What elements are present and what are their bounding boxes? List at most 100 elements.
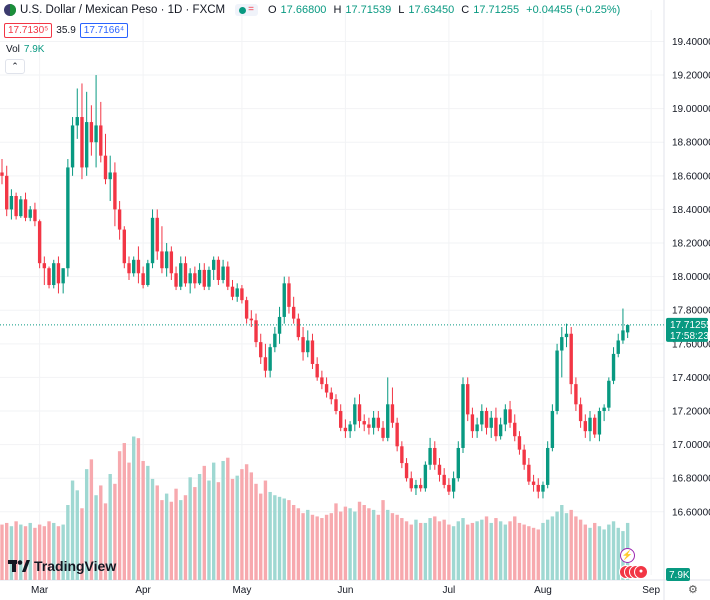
volume-bar (324, 514, 329, 580)
candle-body (188, 273, 192, 284)
candle (122, 226, 127, 269)
volume-bar (522, 524, 526, 580)
volume-bar (14, 521, 18, 580)
candle-body (75, 117, 79, 126)
candle (306, 330, 310, 358)
candle (61, 268, 65, 294)
volume-bar (9, 526, 14, 580)
volume-bar (160, 500, 164, 580)
lightning-icon[interactable]: ⚡ (620, 548, 635, 563)
candle (531, 474, 536, 492)
candle (498, 417, 503, 440)
candle-body (84, 122, 89, 168)
candle (268, 343, 272, 378)
candle (451, 471, 456, 499)
candle-body (484, 411, 489, 428)
ohlc-close-label: C (461, 4, 470, 16)
symbol-title[interactable]: U.S. Dollar / Mexican Peso · 1D · FXCM (20, 4, 226, 16)
candle-body (132, 259, 136, 274)
volume-bar (132, 436, 136, 580)
candle (602, 404, 606, 422)
candle-body (404, 463, 409, 479)
price-tag-countdown: 17:58:23 (670, 331, 709, 342)
candle-body (141, 273, 145, 286)
candle-body (273, 333, 277, 348)
volume-bar (503, 524, 508, 580)
candle (564, 323, 569, 348)
candle (117, 201, 122, 240)
trade-panel: 17.7130⁵ 35.9 17.7166⁴ (4, 23, 129, 38)
price-axis[interactable]: 19.40000 19.20000 19.00000 18.80000 18.60000… (672, 37, 710, 518)
y-tick-label: 18.00000 (672, 272, 710, 283)
y-tick-label: 17.20000 (672, 407, 710, 418)
candle-body (183, 263, 188, 284)
volume-legend[interactable]: Vol 7.9K (6, 44, 44, 55)
candle (484, 407, 489, 435)
y-tick-label: 18.40000 (672, 205, 710, 216)
candle-body (23, 199, 28, 218)
candle-body (625, 324, 630, 333)
candle-body (494, 417, 498, 437)
ohlc-open-value: 17.66800 (280, 4, 327, 16)
volume-bar (315, 516, 319, 580)
sell-button[interactable]: 17.7130⁵ (4, 23, 53, 38)
volume-bar (334, 503, 338, 580)
candle-body (287, 283, 291, 307)
candle-body (244, 300, 249, 319)
volume-bar (122, 443, 127, 580)
volume-bar (484, 516, 489, 580)
volume-bar (226, 457, 230, 580)
candle (160, 226, 164, 274)
candle (33, 202, 37, 227)
candle (611, 347, 616, 385)
x-tick-label: Sep (642, 585, 660, 596)
volume-bar (475, 521, 479, 580)
settings-icon[interactable]: ⚙ (688, 584, 698, 596)
candle (179, 256, 183, 291)
candle (569, 327, 573, 395)
candle-body (9, 195, 14, 210)
volume-bar (390, 513, 395, 580)
ohlc-low-value: 17.63450 (408, 4, 455, 16)
volume-bar (578, 519, 583, 580)
volume-bar (611, 521, 616, 580)
candle-body (461, 384, 465, 448)
candle (466, 377, 470, 422)
y-tick-label: 16.60000 (672, 507, 710, 518)
candle-body (329, 392, 333, 400)
time-axis[interactable]: MarAprMayJunJulAugSepOct (31, 585, 710, 596)
volume-bar (607, 524, 611, 580)
volume-bar (202, 465, 206, 580)
buy-button[interactable]: 17.7166⁴ (79, 23, 129, 38)
candle-body (423, 464, 428, 489)
candle (517, 431, 522, 455)
candle (414, 479, 418, 496)
candle (259, 333, 263, 364)
candle-body (207, 269, 211, 287)
candle (136, 246, 141, 284)
volume-bar (80, 508, 84, 580)
candle-body (174, 273, 178, 287)
candle (174, 266, 178, 291)
economic-events[interactable]: ● ● ● ● (619, 565, 648, 579)
tradingview-logo[interactable]: TradingView (8, 558, 116, 574)
candle (593, 414, 597, 438)
candle-body (527, 464, 531, 482)
candle-body (466, 384, 470, 415)
candle-body (522, 449, 526, 465)
candle (28, 206, 32, 222)
x-tick-label: May (232, 585, 251, 596)
candle (207, 266, 211, 291)
market-status[interactable]: = (235, 4, 258, 16)
volume-bar (588, 527, 592, 580)
y-tick-label: 17.00000 (672, 440, 710, 451)
candle (616, 333, 620, 358)
candle-body (541, 484, 545, 492)
candle (273, 327, 277, 353)
candle-body (94, 125, 98, 143)
volume-bar (498, 521, 503, 580)
y-tick-label: 19.00000 (672, 104, 710, 115)
chevron-up-icon[interactable]: ⌃ (5, 59, 25, 74)
candle (550, 404, 555, 452)
